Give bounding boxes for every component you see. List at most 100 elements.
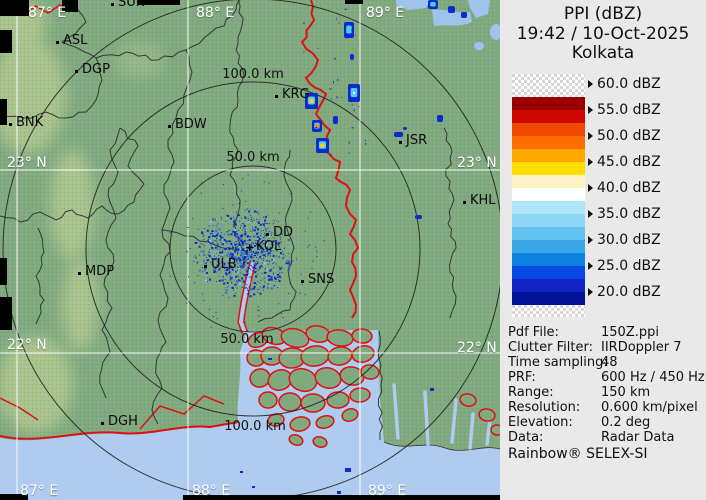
colorbar-band-2 bbox=[512, 123, 585, 136]
range-ring-label: 100.0 km bbox=[224, 419, 286, 434]
software-brand: Rainbow® SELEX-SI bbox=[508, 446, 648, 462]
meta-value: 150Z.ppi bbox=[601, 325, 659, 340]
graticule-label: 87° E bbox=[20, 483, 59, 499]
legend-label-55.0: 55.0 dBZ bbox=[588, 103, 661, 117]
colorbar-band-0 bbox=[512, 97, 585, 110]
meta-row-range: Range: 150 km bbox=[508, 385, 704, 400]
city-dot-icon bbox=[204, 265, 207, 268]
east-coast-outline bbox=[383, 441, 500, 451]
meta-row-resolution: Resolution: 0.600 km/pixel bbox=[508, 400, 704, 415]
ring-50km bbox=[169, 165, 337, 333]
legend-label-text: 20.0 dBZ bbox=[597, 284, 661, 300]
city-label-khl: KHL bbox=[470, 193, 496, 208]
panel-title-line-2: 19:42 / 10-Oct-2025 bbox=[516, 23, 690, 44]
meta-value: 0.600 km/pixel bbox=[601, 400, 698, 415]
meta-row-prf: PRF: 600 Hz / 450 Hz bbox=[508, 370, 705, 385]
legend-label-text: 35.0 dBZ bbox=[597, 206, 661, 222]
city-label-ulb: ULB bbox=[211, 257, 237, 272]
legend-label-text: 50.0 dBZ bbox=[597, 128, 661, 144]
meta-value: 150 km bbox=[601, 385, 651, 400]
legend-label-35.0: 35.0 dBZ bbox=[588, 207, 661, 221]
panel-title-line-1: PPI (dBZ) bbox=[563, 4, 643, 24]
range-ring-label: 50.0 km bbox=[220, 332, 274, 347]
meta-row-pdf-file: Pdf File: 150Z.ppi bbox=[508, 325, 704, 340]
city-label-kol: KOL bbox=[256, 239, 282, 254]
city-dot-icon bbox=[275, 95, 278, 98]
city-dot-icon bbox=[399, 141, 402, 144]
legend-tick-arrow-icon bbox=[588, 80, 593, 88]
meta-label: Resolution: bbox=[508, 400, 581, 415]
city-dot-icon bbox=[75, 70, 78, 73]
colorbar-band-11 bbox=[512, 240, 585, 253]
hooghly-river-water bbox=[238, 261, 255, 334]
city-dot-icon bbox=[111, 3, 114, 6]
meta-label: Clutter Filter: bbox=[508, 340, 593, 355]
city-dot-icon bbox=[168, 125, 171, 128]
legend-tick-arrow-icon bbox=[588, 184, 593, 192]
radar-site-plus-icon: + bbox=[245, 241, 255, 254]
graticule-label: 87° E bbox=[28, 5, 67, 21]
colorbar-band-7 bbox=[512, 188, 585, 201]
graticule-label: 89° E bbox=[368, 483, 407, 499]
colorbar-band-8 bbox=[512, 201, 585, 214]
city-label-bnk: BNK bbox=[16, 115, 44, 130]
graticule-label: 23° N bbox=[457, 155, 497, 171]
sundarbans-islands bbox=[246, 325, 500, 448]
colorbar-band-14 bbox=[512, 279, 585, 292]
meta-value: IIRDoppler 7 bbox=[601, 340, 682, 355]
legend-label-text: 60.0 dBZ bbox=[597, 76, 661, 92]
colorbar-band-13 bbox=[512, 266, 585, 279]
colorbar-band-5 bbox=[512, 162, 585, 175]
graticule-label: 88° E bbox=[196, 5, 235, 21]
city-dot-icon bbox=[301, 280, 304, 283]
colorbar-checker-bottom bbox=[512, 305, 585, 317]
legend-label-30.0: 30.0 dBZ bbox=[588, 233, 661, 247]
graticule-lines bbox=[0, 0, 500, 500]
meta-row-clutter-filter: Clutter Filter: IIRDoppler 7 bbox=[508, 340, 704, 355]
graticule-label: 89° E bbox=[366, 5, 405, 21]
city-dot-icon bbox=[101, 422, 104, 425]
city-label-mdp: MDP bbox=[85, 264, 115, 279]
panel-title-block: PPI (dBZ) 19:42 / 10-Oct-2025 Kolkata bbox=[500, 4, 706, 64]
meta-row-elevation: Elevation: 0.2 deg bbox=[508, 415, 704, 430]
panel-title-line-3: Kolkata bbox=[571, 43, 635, 63]
meta-label: Data: bbox=[508, 430, 544, 445]
legend-tick-arrow-icon bbox=[588, 132, 593, 140]
legend-label-text: 30.0 dBZ bbox=[597, 232, 661, 248]
legend-tick-arrow-icon bbox=[588, 106, 593, 114]
legend-label-text: 40.0 dBZ bbox=[597, 180, 661, 196]
meta-label: Time sampling: bbox=[508, 355, 608, 370]
northeast-water-patches bbox=[396, 0, 500, 50]
meta-label: Pdf File: bbox=[508, 325, 559, 340]
colorbar-checker-top bbox=[512, 74, 585, 97]
colorbar-band-3 bbox=[512, 136, 585, 149]
colorbar-band-6 bbox=[512, 175, 585, 188]
colorbar-band-12 bbox=[512, 253, 585, 266]
city-label-suk: SUK bbox=[118, 0, 145, 10]
range-ring-label: 100.0 km bbox=[222, 67, 284, 82]
city-label-krg: KRG bbox=[282, 87, 310, 102]
city-dot-icon bbox=[266, 233, 269, 236]
city-label-bdw: BDW bbox=[175, 117, 207, 132]
city-label-sns: SNS bbox=[308, 272, 335, 287]
legend-label-60.0: 60.0 dBZ bbox=[588, 77, 661, 91]
colorbar-band-1 bbox=[512, 110, 585, 123]
legend-label-25.0: 25.0 dBZ bbox=[588, 259, 661, 273]
city-label-dgh: DGH bbox=[108, 414, 138, 429]
legend-label-50.0: 50.0 dBZ bbox=[588, 129, 661, 143]
edge-black-boxes bbox=[0, 0, 500, 500]
east-tidal-channels bbox=[392, 383, 492, 450]
legend-tick-arrow-icon bbox=[588, 236, 593, 244]
meta-value: 600 Hz / 450 Hz bbox=[601, 370, 705, 385]
city-dot-icon bbox=[9, 123, 12, 126]
colorbar-band-10 bbox=[512, 227, 585, 240]
graticule-label: 22° N bbox=[457, 340, 497, 356]
colorbar-band-4 bbox=[512, 149, 585, 162]
storm-echo-cells bbox=[240, 0, 467, 494]
legend-tick-arrow-icon bbox=[588, 158, 593, 166]
colorbar-band-9 bbox=[512, 214, 585, 227]
graticule-label: 23° N bbox=[7, 155, 47, 171]
legend-tick-arrow-icon bbox=[588, 262, 593, 270]
radar-map-canvas bbox=[0, 0, 500, 500]
dbz-colorbar bbox=[512, 74, 585, 317]
